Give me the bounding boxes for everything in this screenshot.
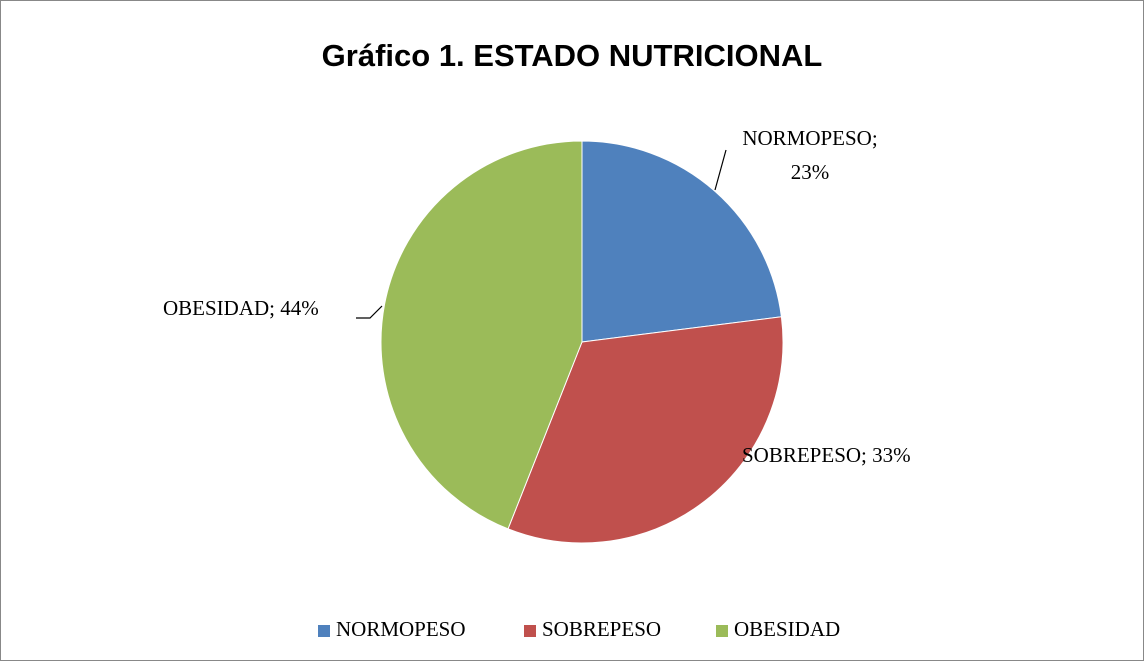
legend-label: NORMOPESO (336, 617, 466, 641)
legend-label: OBESIDAD (734, 617, 840, 641)
data-label: NORMOPESO; 23% (742, 126, 878, 184)
legend-swatch (716, 625, 728, 637)
chart-title: Gráfico 1. ESTADO NUTRICIONAL (322, 38, 823, 73)
legend: NORMOPESO SOBREPESO OBESIDAD (318, 617, 840, 641)
pie-slice (507, 316, 784, 544)
legend-label: SOBREPESO (542, 617, 661, 641)
data-label: SOBREPESO; 33% (742, 443, 911, 467)
legend-swatch (524, 625, 536, 637)
pie-slice (581, 140, 782, 343)
pie (380, 140, 784, 544)
legend-swatch (318, 625, 330, 637)
leader-line (356, 305, 383, 319)
leader-line (714, 149, 727, 191)
pie-slice (380, 140, 583, 530)
data-label: OBESIDAD; 44% (163, 296, 319, 320)
